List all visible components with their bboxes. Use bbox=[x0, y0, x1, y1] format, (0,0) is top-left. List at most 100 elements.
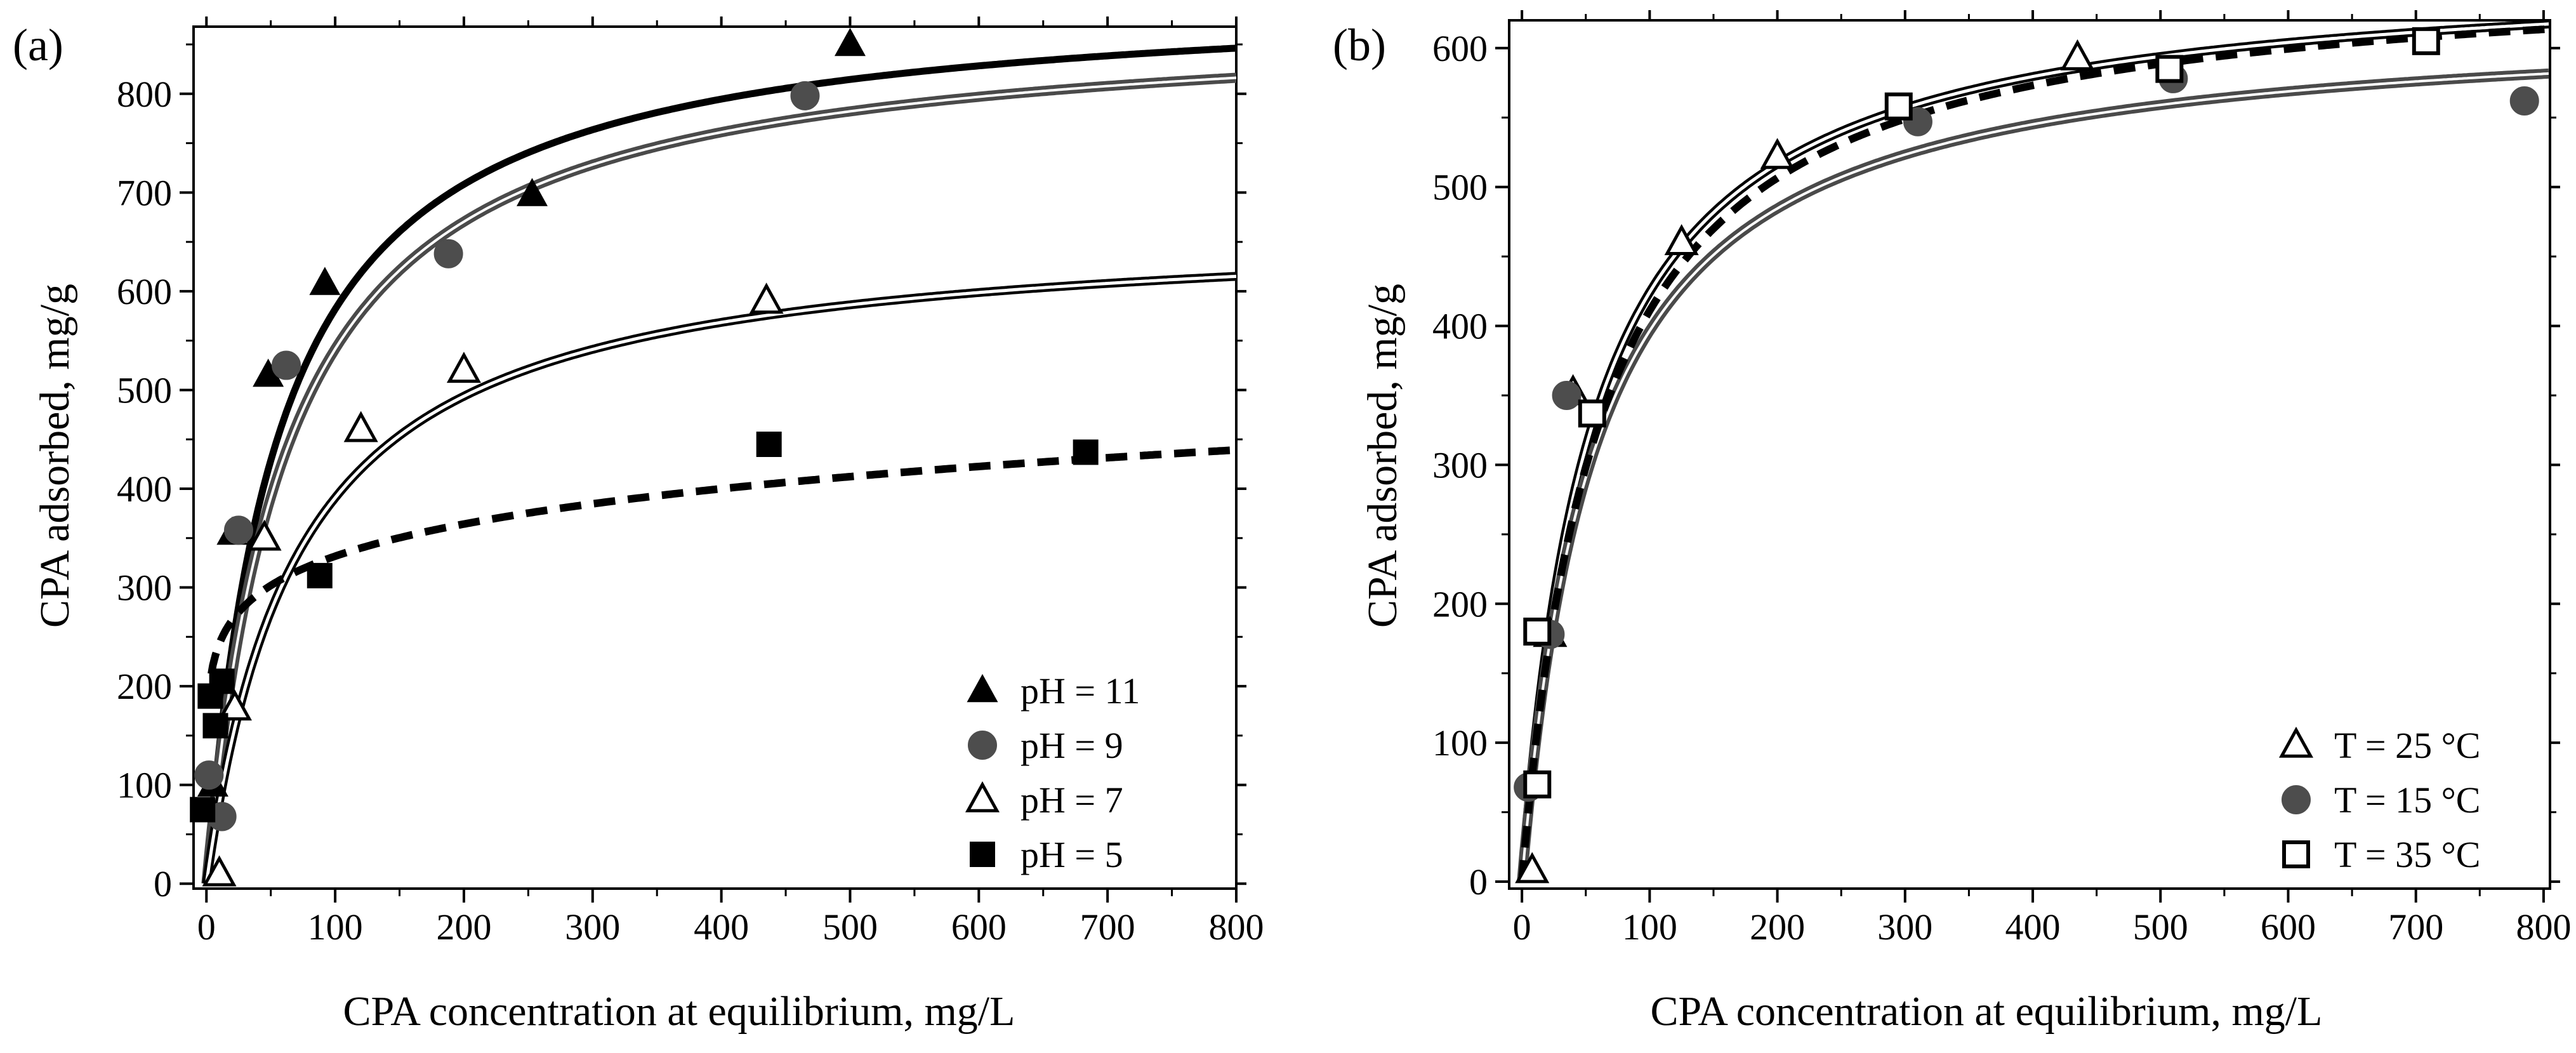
data-point bbox=[217, 689, 252, 721]
legend-marker bbox=[967, 673, 998, 703]
data-point bbox=[1664, 224, 1699, 255]
legend-marker bbox=[2282, 840, 2310, 868]
data-point bbox=[209, 668, 235, 694]
data-point bbox=[749, 282, 784, 314]
legend-marker bbox=[2278, 726, 2314, 758]
x-tick-label: 600 bbox=[951, 906, 1007, 948]
data-point bbox=[272, 350, 301, 380]
legend-label: pH = 9 bbox=[1020, 725, 1123, 766]
x-tick-label: 300 bbox=[1877, 906, 1932, 948]
plot-frame bbox=[192, 25, 1238, 890]
x-tick-label: 600 bbox=[2261, 906, 2316, 948]
panel-b-plot-area: 0 100 200 300 400 500 600 700 800 0 100 200 300 400 50… bbox=[1432, 10, 2571, 948]
panel-b-y-axis-title: CPA adsorbed, mg/g bbox=[1359, 284, 1406, 628]
data-point bbox=[1523, 618, 1552, 646]
x-tick-label: 200 bbox=[436, 906, 491, 948]
legend-marker bbox=[2282, 785, 2311, 814]
data-point bbox=[202, 713, 228, 739]
data-point bbox=[190, 797, 216, 823]
x-tick-label: 800 bbox=[2516, 906, 2571, 948]
x-tick-label: 700 bbox=[1080, 906, 1135, 948]
y-tick-label: 500 bbox=[117, 369, 172, 411]
plot-frame bbox=[1508, 19, 2551, 890]
fit-curves bbox=[201, 44, 1236, 885]
data-point bbox=[309, 267, 341, 295]
data-point bbox=[343, 411, 378, 442]
y-tick-label: 100 bbox=[1432, 722, 1488, 764]
panel-a: (a) 0 100 200 300 400 500 600 700 800 0 100 200 300 4… bbox=[13, 17, 1264, 1035]
data-point bbox=[790, 81, 820, 110]
data-point bbox=[516, 178, 548, 206]
data-point bbox=[1578, 399, 1606, 428]
series-t-35-c bbox=[1523, 27, 2440, 798]
fit-curves bbox=[1517, 20, 2549, 882]
y-tick-label: 400 bbox=[117, 468, 172, 510]
data-point bbox=[2509, 86, 2539, 116]
x-tick-label: 800 bbox=[1209, 906, 1264, 948]
legend-label: T = 15 °C bbox=[2334, 779, 2480, 821]
data-point bbox=[1760, 138, 1795, 169]
legend: T = 25 °C T = 15 °C T = 35 °C bbox=[2278, 725, 2480, 875]
legend: pH = 11 pH = 9 pH = 7 pH = 5 bbox=[965, 670, 1140, 875]
legend-label: pH = 7 bbox=[1020, 779, 1123, 821]
series-ph-5 bbox=[190, 432, 1099, 823]
data-point bbox=[2412, 27, 2440, 55]
legend-label: T = 25 °C bbox=[2334, 725, 2480, 766]
y-tick-label: 400 bbox=[1432, 306, 1488, 347]
y-tick-label: 200 bbox=[117, 666, 172, 707]
data-point bbox=[756, 432, 782, 457]
panel-b-x-axis-title: CPA concentration at equilibrium, mg/L bbox=[1651, 988, 2323, 1035]
fit-curve-ph-7-inner bbox=[204, 274, 1236, 884]
series-ph-7 bbox=[202, 282, 784, 887]
x-tick-label: 0 bbox=[1513, 906, 1531, 948]
x-tick-label: 700 bbox=[2388, 906, 2443, 948]
y-tick-label: 500 bbox=[1432, 167, 1488, 208]
y-tick-label: 100 bbox=[117, 765, 172, 806]
panel-b: (b) 0 100 200 300 400 500 600 700 800 0 100 200 300 4… bbox=[1333, 10, 2571, 1035]
data-point bbox=[1523, 770, 1552, 798]
fit-curve-t-15-c-inner bbox=[1521, 72, 2549, 882]
y-tick-label: 200 bbox=[1432, 583, 1488, 625]
y-tick-label: 700 bbox=[117, 172, 172, 213]
data-point bbox=[1073, 439, 1099, 465]
panel-a-plot-area: 0 100 200 300 400 500 600 700 800 0 100 200 300 400 50… bbox=[117, 17, 1264, 948]
fit-curve-ph-5 bbox=[204, 446, 1236, 708]
x-tick-label: 100 bbox=[308, 906, 363, 948]
fit-curve-ph-11 bbox=[202, 44, 1236, 884]
data-point bbox=[446, 352, 481, 383]
y-tick-label: 0 bbox=[154, 863, 172, 904]
x-tick-label: 500 bbox=[2133, 906, 2188, 948]
y-tick-label: 0 bbox=[1469, 861, 1488, 903]
data-point bbox=[2155, 55, 2184, 83]
x-tick-label: 100 bbox=[1622, 906, 1677, 948]
x-tick-label: 300 bbox=[565, 906, 620, 948]
x-tick-label: 0 bbox=[197, 906, 216, 948]
legend-label: pH = 11 bbox=[1020, 670, 1140, 712]
legend-label: T = 35 °C bbox=[2334, 834, 2480, 875]
series-t-25-c bbox=[1515, 39, 2095, 884]
fit-curve-ph-9-inner bbox=[205, 76, 1236, 884]
data-point bbox=[1884, 92, 1913, 121]
panel-a-y-axis-title: CPA adsorbed, mg/g bbox=[32, 284, 78, 628]
legend-marker bbox=[968, 731, 997, 760]
panel-b-label: (b) bbox=[1333, 20, 1386, 70]
fit-curve-t-25-c-inner bbox=[1520, 22, 2549, 882]
y-tick-label: 600 bbox=[1432, 28, 1488, 69]
data-point bbox=[307, 562, 333, 588]
data-point bbox=[223, 515, 253, 545]
data-point bbox=[1515, 852, 1550, 884]
panel-a-x-axis-title: CPA concentration at equilibrium, mg/L bbox=[343, 988, 1015, 1035]
data-point bbox=[834, 27, 866, 56]
x-tick-label: 500 bbox=[822, 906, 878, 948]
x-tick-label: 400 bbox=[694, 906, 749, 948]
data-point bbox=[1552, 380, 1582, 410]
data-point bbox=[2060, 39, 2095, 70]
y-tick-label: 300 bbox=[1432, 444, 1488, 486]
data-point bbox=[247, 519, 282, 551]
legend-label: pH = 5 bbox=[1020, 834, 1123, 875]
y-tick-label: 300 bbox=[117, 567, 172, 609]
y-tick-label: 800 bbox=[117, 74, 172, 115]
data-point bbox=[202, 855, 237, 887]
legend-marker bbox=[965, 781, 1000, 812]
